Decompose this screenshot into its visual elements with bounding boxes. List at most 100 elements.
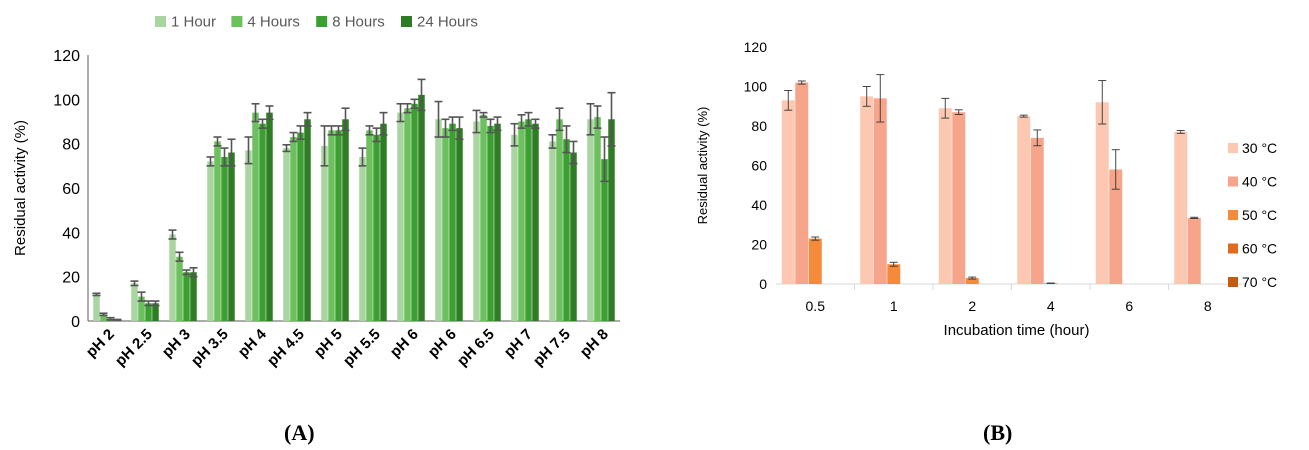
y-tick-label: 120: [53, 48, 80, 65]
bar: [480, 114, 487, 321]
x-tick-label: 2: [968, 298, 976, 314]
y-tick-label: 80: [62, 137, 80, 154]
y-axis-label: Residual activity (%): [695, 107, 710, 225]
bar: [525, 119, 532, 322]
y-tick-label: 120: [744, 39, 768, 55]
bar: [1030, 137, 1044, 284]
bar: [518, 121, 525, 321]
bar: [304, 119, 311, 322]
y-tick-label: 0: [759, 276, 767, 292]
bar: [183, 272, 190, 321]
bar: [228, 152, 235, 321]
y-tick-label: 0: [71, 314, 80, 331]
y-tick-label: 40: [751, 197, 767, 213]
bar: [93, 294, 100, 321]
legend-swatch: [1228, 176, 1238, 187]
x-tick-label: 8: [1204, 298, 1212, 314]
bar: [145, 303, 152, 321]
bar: [781, 100, 795, 284]
bar: [532, 123, 539, 321]
chart-b: 0 20 40 60 80 100 120 Residual activity (%) Incu…: [695, 39, 1277, 339]
bar: [397, 112, 404, 321]
x-tick-label: pH 2.5: [112, 326, 156, 370]
x-tick-label: pH 2: [83, 326, 118, 361]
legend-label: 70 °C: [1242, 274, 1277, 290]
bar: [601, 159, 608, 321]
bar: [1095, 102, 1109, 284]
bar: [131, 283, 138, 321]
legend-swatch: [1228, 277, 1238, 287]
bar: [1017, 116, 1031, 284]
legend-swatch: [1228, 143, 1238, 153]
bar: [207, 161, 214, 321]
bar: [328, 130, 335, 321]
legend-label: 40 °C: [1242, 174, 1277, 190]
bar: [587, 119, 594, 322]
x-tick-label: 0.5: [806, 298, 826, 314]
x-tick-label: pH 5: [311, 326, 346, 361]
bar: [487, 125, 494, 321]
y-tick-label: 40: [62, 225, 80, 242]
bar: [449, 123, 456, 321]
bar: [152, 303, 159, 321]
legend-swatch: [1228, 243, 1238, 254]
bar: [952, 112, 966, 284]
bar: [366, 130, 373, 321]
y-tick-label: 60: [751, 158, 767, 174]
bar: [494, 123, 501, 321]
x-tick-label: pH 5.5: [340, 326, 384, 370]
bar: [321, 145, 328, 321]
legend-swatch: [231, 16, 243, 27]
bar: [965, 278, 979, 284]
x-tick-label: pH 7.5: [530, 326, 574, 370]
bar: [100, 314, 107, 321]
x-axis-label: Incubation time (hour): [944, 322, 1090, 339]
caption-a: (A): [284, 420, 315, 445]
legend-swatch: [316, 16, 328, 27]
bar: [473, 121, 480, 321]
bar: [608, 119, 615, 322]
bar: [169, 234, 176, 321]
bar: [873, 98, 887, 284]
chart-a: 0 20 40 60 80 100 120 Residual activity (%) pH 2…: [12, 14, 620, 370]
caption-b: (B): [983, 420, 1013, 445]
bar: [1174, 131, 1188, 284]
y-tick-label: 20: [62, 270, 80, 287]
x-tick-label: 4: [1047, 298, 1055, 314]
bar: [808, 238, 822, 284]
bar: [1109, 169, 1123, 284]
legend-label: 24 Hours: [417, 14, 478, 31]
bar: [380, 123, 387, 321]
bar: [404, 108, 411, 321]
bar: [887, 264, 901, 284]
bar: [795, 82, 809, 284]
bar: [411, 103, 418, 322]
bar: [373, 134, 380, 321]
bar: [297, 132, 304, 321]
bar: [290, 137, 297, 321]
bar: [938, 108, 952, 284]
bar: [435, 119, 442, 322]
bar: [860, 96, 874, 284]
legend-swatch: [155, 16, 166, 27]
x-tick-label: pH 3: [159, 326, 194, 361]
y-tick-label: 20: [751, 237, 767, 253]
bar: [563, 139, 570, 321]
bar: [245, 150, 252, 321]
x-tick-label: pH 6.5: [454, 326, 498, 370]
x-tick-label: pH 3.5: [188, 326, 232, 370]
bar: [221, 156, 228, 321]
bar: [442, 128, 449, 321]
bar: [511, 134, 518, 321]
bar: [342, 119, 349, 322]
bar: [594, 117, 601, 321]
bar: [570, 152, 577, 321]
x-tick-label: 6: [1125, 298, 1133, 314]
legend-label: 8 Hours: [332, 14, 385, 31]
legend-label: 50 °C: [1242, 207, 1277, 223]
x-tick-label: pH 8: [577, 326, 612, 361]
bar: [259, 123, 266, 321]
bar: [556, 119, 563, 322]
bar: [1187, 217, 1201, 284]
legend-label: 4 Hours: [247, 14, 300, 31]
